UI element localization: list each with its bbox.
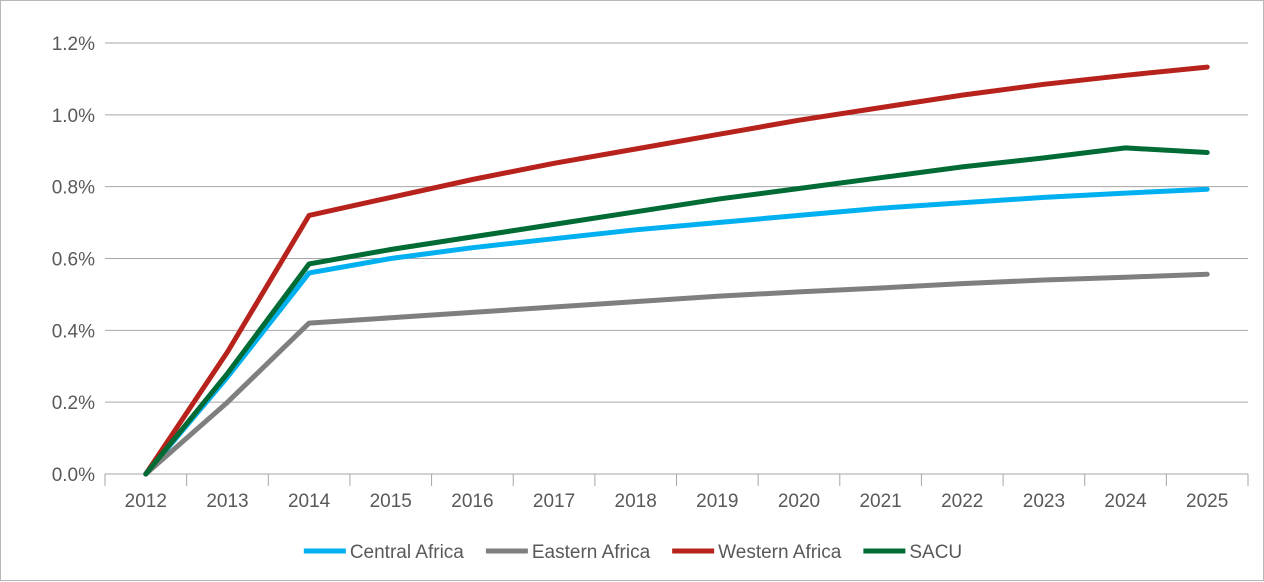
x-tick-label: 2025 xyxy=(1186,491,1228,512)
x-tick-label: 2012 xyxy=(125,491,167,512)
series-lines xyxy=(143,64,1210,477)
x-tick-label: 2018 xyxy=(615,491,657,512)
x-tick-labels: 2012 2013 2014 2015 2016 2017 2018 2019 2020 2021… xyxy=(125,491,1229,512)
axes xyxy=(104,473,1249,486)
y-tick-label: 0.8% xyxy=(52,178,95,199)
series-line-eastern-africa xyxy=(143,271,1210,477)
x-tick-label: 2021 xyxy=(859,491,901,512)
x-tick-label: 2014 xyxy=(288,491,331,512)
series-line-western-africa xyxy=(143,64,1210,477)
x-tick-label: 2023 xyxy=(1023,491,1065,512)
legend-label: Central Africa xyxy=(350,542,464,563)
series-line-central-africa xyxy=(143,186,1210,477)
y-tick-label: 0.0% xyxy=(52,465,95,486)
gridlines xyxy=(105,42,1248,403)
x-tick-label: 2022 xyxy=(941,491,983,512)
y-tick-label: 0.4% xyxy=(52,321,95,342)
x-tick-label: 2020 xyxy=(778,491,820,512)
x-tick-label: 2019 xyxy=(696,491,738,512)
x-tick-label: 2024 xyxy=(1104,491,1147,512)
legend-label: Western Africa xyxy=(718,542,842,563)
y-tick-labels: 0.0% 0.2% 0.4% 0.6% 0.8% 1.0% 1.2% xyxy=(52,34,95,486)
legend: Central Africa Eastern Africa Western Afri… xyxy=(303,542,962,563)
y-tick-label: 0.6% xyxy=(52,250,95,271)
x-tick-label: 2015 xyxy=(370,491,412,512)
y-tick-label: 1.0% xyxy=(52,106,95,127)
y-tick-label: 1.2% xyxy=(52,34,95,55)
x-tick-label: 2013 xyxy=(206,491,248,512)
x-tick-label: 2016 xyxy=(451,491,493,512)
x-tick-label: 2017 xyxy=(533,491,575,512)
legend-label: SACU xyxy=(909,542,962,563)
y-tick-label: 0.2% xyxy=(52,393,95,414)
series-line-sacu xyxy=(143,145,1210,477)
legend-label: Eastern Africa xyxy=(532,542,651,563)
